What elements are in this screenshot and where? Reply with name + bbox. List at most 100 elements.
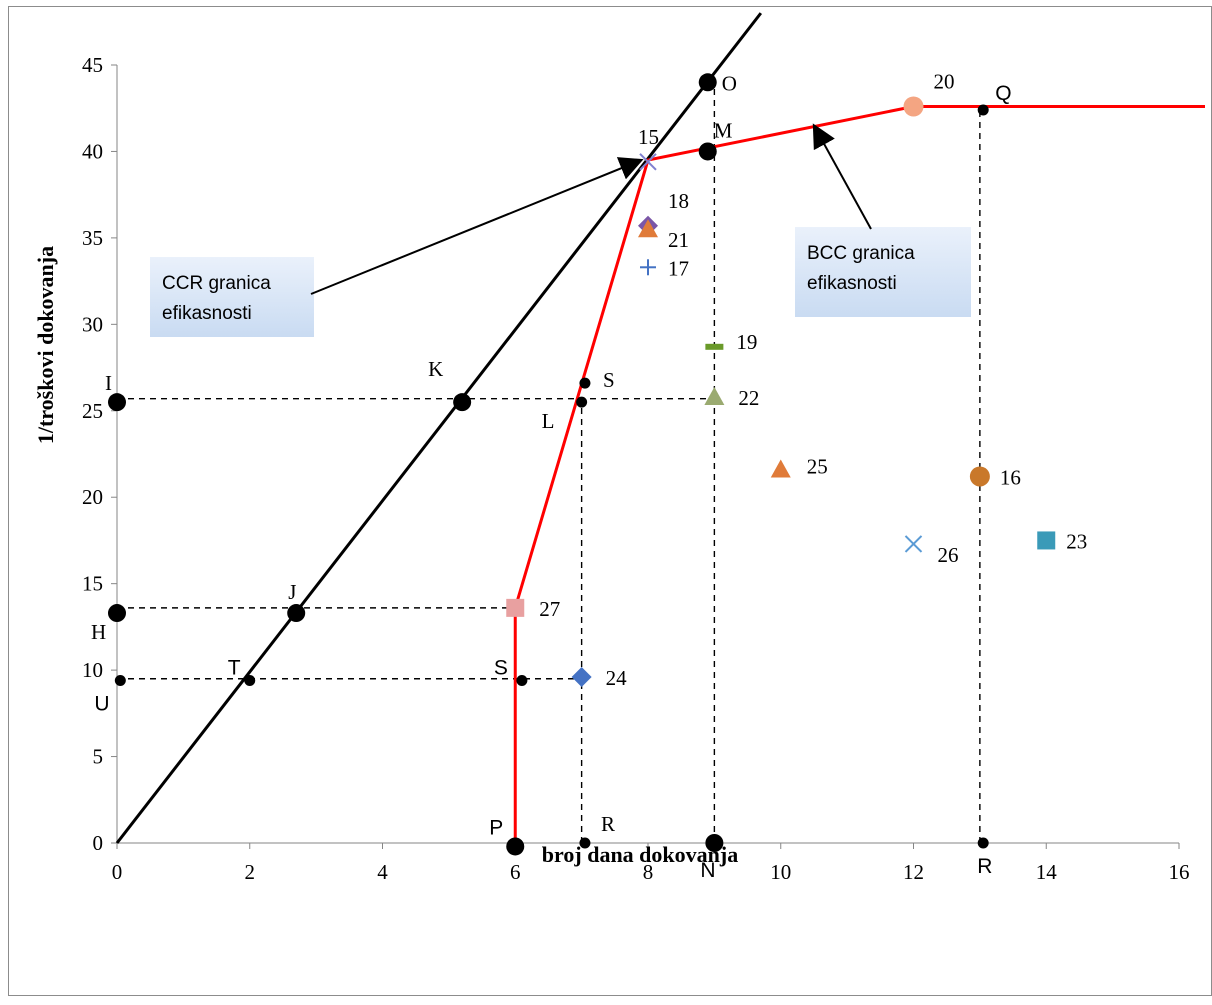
- point-N: [705, 834, 724, 852]
- point-R: [579, 837, 591, 849]
- dmu-marker-27: [506, 598, 525, 617]
- dmu-marker-24: [571, 667, 592, 688]
- point-label-K: K: [428, 357, 443, 381]
- dmu-marker-19: [705, 343, 724, 350]
- callout-box: [150, 257, 314, 337]
- frontier-lines: [115, 12, 1205, 844]
- dmu-label-27: 27: [539, 597, 560, 621]
- point-label-J: J: [288, 580, 296, 604]
- dmu-marker-stroke: [904, 535, 923, 553]
- callout-text: efikasnosti: [807, 273, 897, 294]
- dmu-label-24: 24: [606, 666, 628, 690]
- point-label-S: S: [603, 368, 615, 392]
- point-label-U: U: [94, 692, 109, 715]
- y-tick-label: 15: [82, 572, 103, 596]
- dmu-label-23: 23: [1066, 529, 1087, 553]
- dmu-marker-stroke: [639, 153, 657, 171]
- point-T: [244, 674, 256, 686]
- point-label-P: P: [489, 816, 503, 839]
- point-label-S: S: [494, 656, 508, 679]
- y-tick-label: 0: [93, 831, 104, 855]
- dmu-marker-17: [640, 259, 656, 276]
- dmu-label-18: 18: [668, 189, 689, 213]
- point-label-I: I: [105, 371, 112, 395]
- callouts: CCR granica efikasnosti BCC granica efikasn…: [150, 123, 971, 337]
- point-Q: [977, 104, 989, 116]
- point-label-M: M: [714, 118, 733, 142]
- dmu-label-17: 17: [668, 256, 689, 280]
- point-U: [114, 674, 126, 686]
- callout-arrow: [310, 157, 644, 295]
- point-label-Q: Q: [995, 82, 1011, 105]
- dmu-label-26: 26: [938, 543, 959, 567]
- dmu-label-22: 22: [738, 386, 759, 410]
- dmu-label-20: 20: [934, 69, 955, 93]
- dmu-label-16: 16: [1000, 465, 1021, 489]
- callout-bcc: BCC granica efikasnosti: [795, 123, 971, 317]
- point-label-L: L: [542, 409, 555, 433]
- dmu-label-15: 15: [638, 125, 659, 149]
- y-tick-label: 35: [82, 226, 103, 250]
- point-S: [516, 674, 528, 686]
- point-O: [698, 73, 717, 92]
- y-axis-title: 1/troškovi dokovanja: [33, 246, 58, 444]
- y-tick-label: 30: [82, 312, 103, 336]
- x-tick-label: 0: [112, 860, 123, 884]
- point-label-R: R: [601, 812, 615, 836]
- x-tick-label: 12: [903, 860, 924, 884]
- point-M: [698, 142, 717, 161]
- bcc-frontier-line: [513, 104, 1205, 843]
- point-K: [453, 393, 472, 412]
- dmu-marker-15: [639, 153, 657, 171]
- point-label-N: N: [700, 859, 715, 882]
- dmu-marker-23: [1037, 531, 1056, 550]
- ccr-frontier-line: [115, 12, 763, 844]
- dmu-marker-26: [904, 535, 923, 553]
- dashed-guides: [117, 82, 981, 843]
- x-tick-label: 6: [510, 860, 521, 884]
- callout-text: BCC granica: [807, 243, 915, 264]
- x-tick-label: 4: [377, 860, 388, 884]
- callout-text: CCR granica: [162, 273, 271, 294]
- y-tick-label: 45: [82, 53, 103, 77]
- point-R: [977, 837, 989, 849]
- dmu-marker-20: [903, 96, 924, 117]
- point-S: [579, 377, 591, 389]
- dmu-marker-22: [704, 386, 725, 405]
- y-tick-label: 10: [82, 658, 103, 682]
- callout-text: efikasnosti: [162, 303, 252, 324]
- dmu-marker-16: [969, 466, 990, 487]
- y-tick-label: 20: [82, 485, 103, 509]
- dmu-label-19: 19: [736, 330, 757, 354]
- x-tick-label: 16: [1169, 860, 1190, 884]
- y-tick-label: 25: [82, 399, 103, 423]
- point-label-H: H: [91, 620, 106, 644]
- x-axis-title: broj dana dokovanja: [542, 842, 738, 867]
- point-label-R: R: [977, 855, 992, 878]
- y-tick-label: 40: [82, 139, 103, 163]
- x-tick-label: 8: [643, 860, 654, 884]
- chart-frame: 0 5 10 15 20 25 30 35 40 45 0 2 4 6 8 10 12 14 16 CCR gran…: [8, 6, 1212, 996]
- callout-box: [795, 227, 971, 317]
- point-J: [287, 604, 306, 623]
- dmu-label-25: 25: [807, 455, 828, 479]
- point-P: [506, 837, 525, 856]
- point-H: [108, 604, 126, 623]
- point-label-T: T: [228, 656, 241, 679]
- data-marks: [108, 73, 1056, 856]
- point-label-O: O: [722, 71, 737, 95]
- dmu-marker-25: [770, 459, 791, 478]
- point-L: [576, 396, 588, 408]
- callout-ccr: CCR granica efikasnosti: [150, 157, 644, 337]
- callout-arrow: [812, 123, 872, 230]
- y-tick-label: 5: [93, 745, 104, 769]
- point-I: [108, 393, 126, 412]
- x-tick-label: 10: [770, 860, 791, 884]
- x-tick-label: 14: [1036, 860, 1058, 884]
- x-tick-label: 2: [245, 860, 256, 884]
- dmu-label-21: 21: [668, 228, 689, 252]
- dmu-marker-21: [638, 219, 658, 238]
